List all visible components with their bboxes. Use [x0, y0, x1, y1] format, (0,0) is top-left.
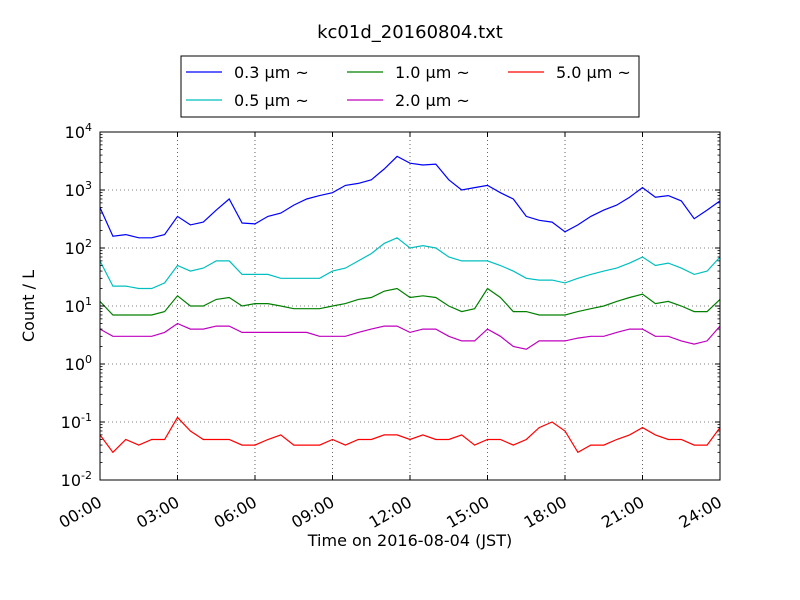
legend-label-2: 1.0 μm ~	[395, 63, 470, 82]
y-axis-label: Count / L	[19, 270, 38, 342]
y-axis: 10-2 10-1 100 101 102 103 104	[61, 121, 720, 490]
legend-label-1: 0.5 μm ~	[234, 91, 309, 110]
x-axis-label: Time on 2016-08-04 (JST)	[307, 531, 512, 550]
legend: 0.3 μm ~ 0.5 μm ~ 1.0 μm ~ 2.0 μm ~ 5.0 μm ~	[180, 55, 640, 118]
plot-area	[100, 155, 720, 454]
grid	[100, 132, 720, 480]
series-line-4	[100, 416, 720, 454]
y-tick-label: 10-1	[61, 411, 92, 432]
legend-label-3: 2.0 μm ~	[395, 91, 470, 110]
series-line-3	[100, 322, 720, 350]
y-tick-label: 104	[65, 121, 92, 142]
y-tick-label: 10-2	[61, 469, 92, 490]
y-tick-label: 102	[65, 237, 92, 258]
series-line-2	[100, 287, 720, 316]
y-tick-label: 103	[65, 179, 92, 200]
legend-label-0: 0.3 μm ~	[234, 63, 309, 82]
legend-label-4: 5.0 μm ~	[556, 63, 631, 82]
legend-box	[180, 55, 640, 118]
y-tick-label: 101	[65, 295, 92, 316]
series-line-0	[100, 155, 720, 239]
series-line-1	[100, 237, 720, 290]
y-tick-label: 100	[65, 353, 92, 374]
chart-title: kc01d_20160804.txt	[317, 22, 503, 43]
